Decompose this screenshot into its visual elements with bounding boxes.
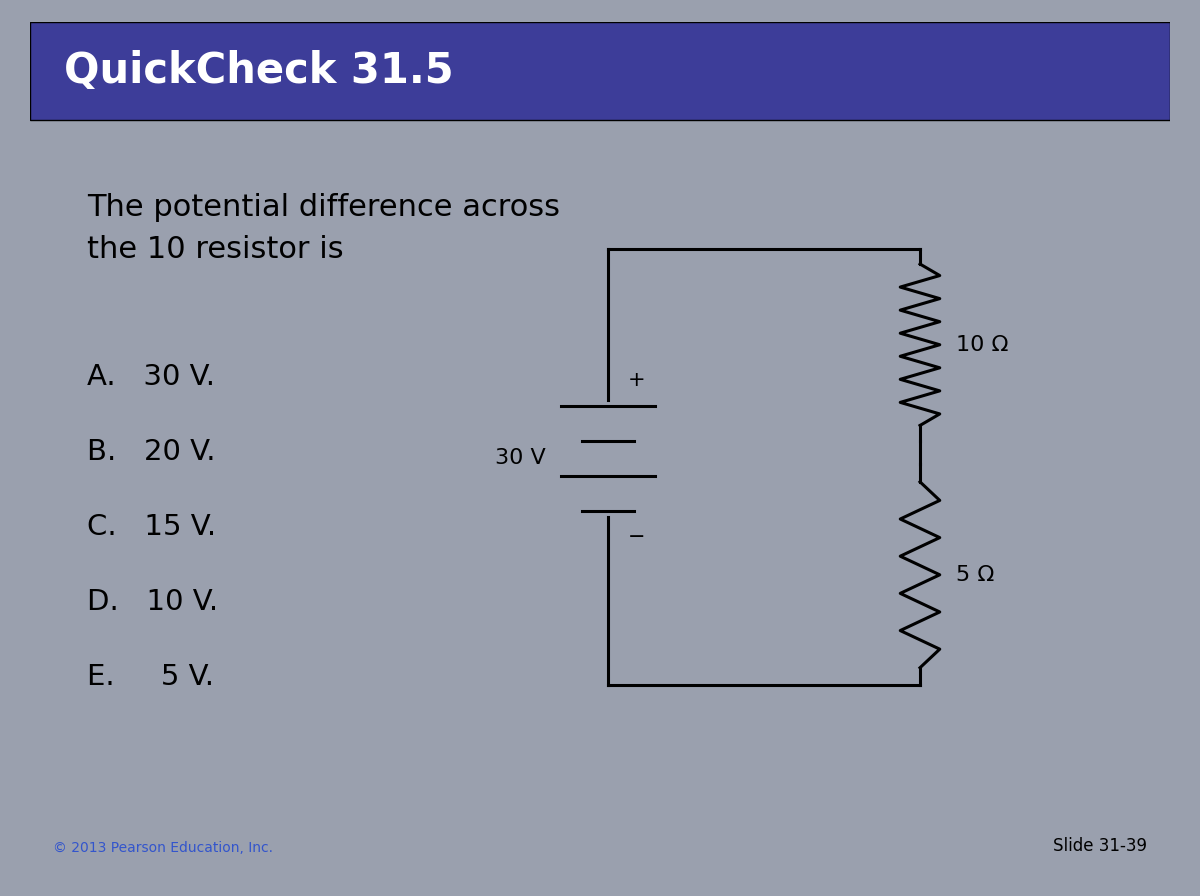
Text: −: − [628,527,646,547]
Text: C.   15 V.: C. 15 V. [88,513,216,540]
Text: QuickCheck 31.5: QuickCheck 31.5 [64,50,454,92]
Text: +: + [628,370,646,390]
Text: 10 Ω: 10 Ω [956,335,1009,355]
Text: E.     5 V.: E. 5 V. [88,662,214,691]
Text: 30 V: 30 V [494,448,546,469]
Text: 5 Ω: 5 Ω [956,564,995,585]
Text: D.   10 V.: D. 10 V. [88,588,218,616]
FancyBboxPatch shape [30,22,1170,120]
Text: A.   30 V.: A. 30 V. [88,363,215,391]
Text: The potential difference across
the 10 resistor is: The potential difference across the 10 r… [88,193,560,264]
Text: © 2013 Pearson Education, Inc.: © 2013 Pearson Education, Inc. [53,840,272,855]
Text: B.   20 V.: B. 20 V. [88,438,216,466]
Text: Slide 31-39: Slide 31-39 [1054,837,1147,855]
